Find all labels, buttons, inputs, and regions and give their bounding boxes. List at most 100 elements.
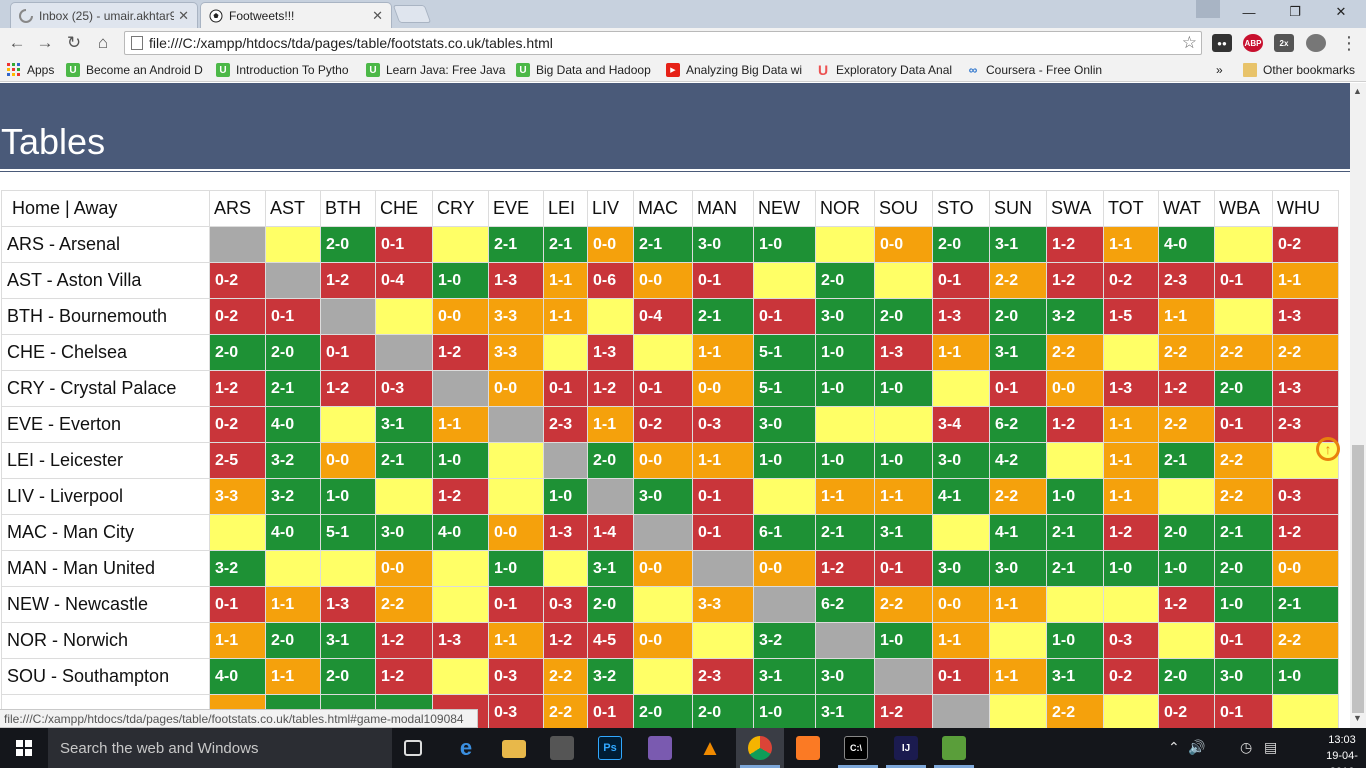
result-cell[interactable]: 0-3 bbox=[375, 370, 433, 407]
result-cell[interactable]: 2-1 bbox=[375, 442, 433, 479]
result-cell[interactable]: 3-2 bbox=[265, 478, 321, 515]
result-cell[interactable]: 6-1 bbox=[753, 514, 816, 551]
result-cell[interactable]: 1-1 bbox=[587, 406, 634, 443]
result-cell[interactable]: 2-0 bbox=[692, 694, 754, 728]
extension-icon[interactable] bbox=[1306, 34, 1326, 52]
result-cell[interactable]: 0-0 bbox=[1046, 370, 1104, 407]
bookmark-item[interactable]: U Introduction To Pytho bbox=[216, 62, 356, 78]
photoshop-icon[interactable]: Ps bbox=[598, 736, 622, 760]
result-cell[interactable] bbox=[432, 226, 489, 263]
result-cell[interactable]: 1-2 bbox=[1103, 514, 1159, 551]
result-cell[interactable]: 3-1 bbox=[989, 226, 1047, 263]
result-cell[interactable]: 6-2 bbox=[989, 406, 1047, 443]
result-cell[interactable]: 1-1 bbox=[1103, 442, 1159, 479]
result-cell[interactable]: 1-0 bbox=[1214, 586, 1273, 623]
result-cell[interactable]: 0-1 bbox=[1214, 622, 1273, 659]
bookmark-item[interactable]: ∞ Coursera - Free Onlin bbox=[966, 62, 1106, 78]
address-bar[interactable]: file:///C:/xampp/htdocs/tda/pages/table/… bbox=[124, 31, 1202, 55]
close-icon[interactable]: ✕ bbox=[372, 7, 383, 23]
notepad-icon[interactable] bbox=[942, 736, 966, 760]
result-cell[interactable]: 1-1 bbox=[1158, 298, 1215, 335]
scroll-to-top-icon[interactable]: ↑ bbox=[1316, 437, 1340, 461]
result-cell[interactable]: 1-1 bbox=[932, 622, 990, 659]
result-cell[interactable] bbox=[1158, 622, 1215, 659]
taskbar-search[interactable]: Search the web and Windows bbox=[48, 728, 392, 768]
result-cell[interactable]: 2-1 bbox=[692, 298, 754, 335]
result-cell[interactable]: 2-2 bbox=[375, 586, 433, 623]
result-cell[interactable]: 1-1 bbox=[874, 478, 933, 515]
result-cell[interactable]: 0-1 bbox=[989, 370, 1047, 407]
result-cell[interactable]: 0-0 bbox=[375, 550, 433, 587]
reload-icon[interactable]: ↻ bbox=[66, 33, 82, 52]
result-cell[interactable]: 0-2 bbox=[1272, 226, 1339, 263]
chrome-icon[interactable] bbox=[748, 736, 772, 760]
result-cell[interactable]: 2-1 bbox=[633, 226, 693, 263]
bookmark-item[interactable]: ▶ Analyzing Big Data wi bbox=[666, 62, 806, 78]
result-cell[interactable]: 1-2 bbox=[1158, 370, 1215, 407]
result-cell[interactable]: 0-1 bbox=[1214, 406, 1273, 443]
volume-icon[interactable]: 🔊 bbox=[1188, 739, 1206, 755]
result-cell[interactable]: 1-2 bbox=[432, 478, 489, 515]
result-cell[interactable]: 3-0 bbox=[932, 550, 990, 587]
result-cell[interactable] bbox=[633, 334, 693, 371]
store-icon[interactable] bbox=[550, 736, 574, 760]
result-cell[interactable]: 0-1 bbox=[488, 586, 544, 623]
result-cell[interactable]: 3-0 bbox=[1214, 658, 1273, 695]
result-cell[interactable]: 1-2 bbox=[375, 658, 433, 695]
result-cell[interactable]: 0-3 bbox=[488, 658, 544, 695]
result-cell[interactable] bbox=[815, 406, 875, 443]
result-cell[interactable]: 2-2 bbox=[1046, 694, 1104, 728]
result-cell[interactable]: 1-2 bbox=[874, 694, 933, 728]
result-cell[interactable]: 1-1 bbox=[1103, 478, 1159, 515]
result-cell[interactable]: 1-3 bbox=[932, 298, 990, 335]
extension-icon[interactable]: 2x bbox=[1274, 34, 1294, 52]
menu-icon[interactable]: ⋮ bbox=[1340, 32, 1358, 53]
result-cell[interactable]: 2-3 bbox=[692, 658, 754, 695]
result-cell[interactable] bbox=[1046, 442, 1104, 479]
result-cell[interactable]: 2-0 bbox=[633, 694, 693, 728]
result-cell[interactable]: 0-1 bbox=[543, 370, 588, 407]
extension-icon[interactable]: ●● bbox=[1212, 34, 1232, 52]
result-cell[interactable]: 1-0 bbox=[753, 694, 816, 728]
result-cell[interactable]: 0-6 bbox=[587, 262, 634, 299]
result-cell[interactable]: 2-0 bbox=[320, 226, 376, 263]
result-cell[interactable]: 0-1 bbox=[932, 262, 990, 299]
result-cell[interactable]: 0-0 bbox=[932, 586, 990, 623]
result-cell[interactable]: 1-3 bbox=[432, 622, 489, 659]
result-cell[interactable]: 2-2 bbox=[1272, 622, 1339, 659]
bookmark-item[interactable]: U Exploratory Data Anal bbox=[816, 62, 956, 78]
result-cell[interactable]: 4-5 bbox=[587, 622, 634, 659]
result-cell[interactable]: 1-0 bbox=[753, 442, 816, 479]
result-cell[interactable]: 0-0 bbox=[432, 298, 489, 335]
result-cell[interactable]: 2-0 bbox=[587, 442, 634, 479]
result-cell[interactable]: 0-1 bbox=[209, 586, 266, 623]
result-cell[interactable]: 1-0 bbox=[874, 442, 933, 479]
result-cell[interactable]: 3-1 bbox=[815, 694, 875, 728]
result-cell[interactable]: 1-2 bbox=[320, 370, 376, 407]
result-cell[interactable]: 0-0 bbox=[320, 442, 376, 479]
result-cell[interactable]: 1-3 bbox=[320, 586, 376, 623]
close-icon[interactable]: ✕ bbox=[178, 7, 189, 23]
result-cell[interactable]: 1-1 bbox=[1103, 226, 1159, 263]
result-cell[interactable]: 3-4 bbox=[932, 406, 990, 443]
result-cell[interactable] bbox=[1103, 694, 1159, 728]
terminal-icon[interactable]: C:\ bbox=[844, 736, 868, 760]
result-cell[interactable]: 0-2 bbox=[633, 406, 693, 443]
result-cell[interactable]: 3-0 bbox=[375, 514, 433, 551]
result-cell[interactable]: 3-2 bbox=[587, 658, 634, 695]
task-view-icon[interactable] bbox=[404, 740, 422, 756]
result-cell[interactable] bbox=[375, 298, 433, 335]
result-cell[interactable]: 0-0 bbox=[633, 622, 693, 659]
bookmark-item[interactable]: U Become an Android D bbox=[66, 62, 206, 78]
result-cell[interactable]: 1-2 bbox=[543, 622, 588, 659]
result-cell[interactable]: 1-2 bbox=[375, 622, 433, 659]
result-cell[interactable]: 1-2 bbox=[209, 370, 266, 407]
result-cell[interactable]: 0-1 bbox=[633, 370, 693, 407]
back-icon[interactable]: ← bbox=[8, 33, 26, 52]
start-button[interactable] bbox=[0, 728, 48, 768]
result-cell[interactable]: 2-0 bbox=[265, 622, 321, 659]
result-cell[interactable]: 0-2 bbox=[209, 262, 266, 299]
tab-footweets[interactable]: Footweets!!! ✕ bbox=[200, 2, 392, 28]
result-cell[interactable] bbox=[587, 298, 634, 335]
result-cell[interactable]: 3-1 bbox=[375, 406, 433, 443]
